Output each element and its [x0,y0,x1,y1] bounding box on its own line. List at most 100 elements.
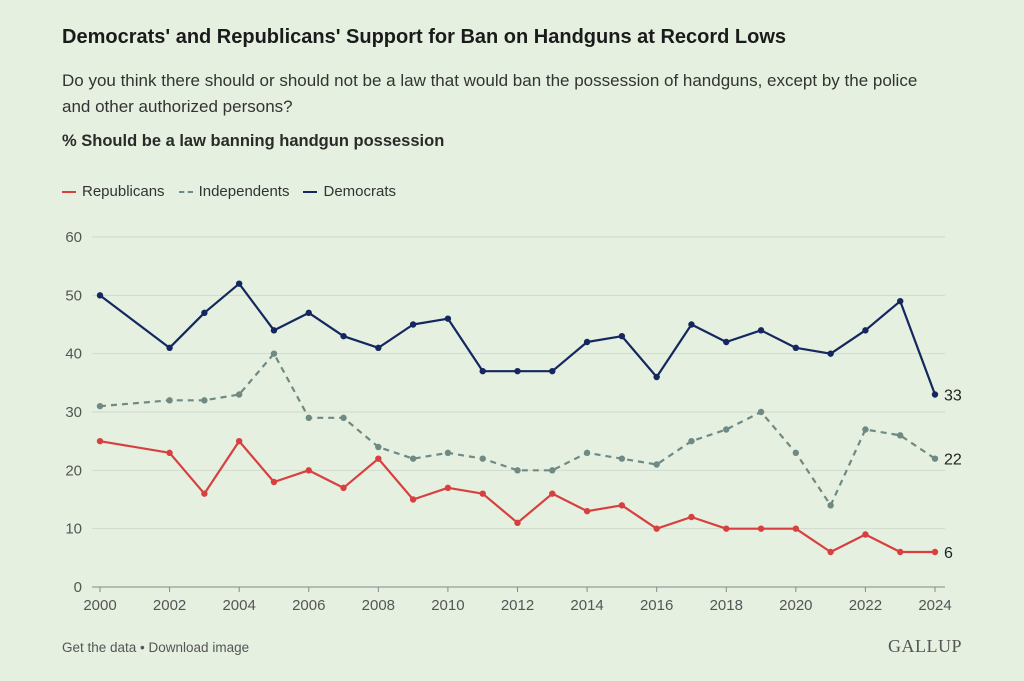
data-point [827,502,834,509]
x-tick-label: 2014 [570,597,603,614]
data-point [897,548,904,556]
data-point [270,350,278,357]
y-tick-label: 50 [65,287,82,304]
data-point [549,467,556,474]
footer-links[interactable]: Get the data • Download image [62,640,250,655]
x-tick-label: 2016 [640,597,673,614]
series-line-republicans [99,440,935,554]
data-point [688,321,695,328]
data-point [409,496,417,503]
x-tick-label: 2012 [501,597,534,614]
data-point [479,367,486,375]
legend-label: Democrats [323,183,397,200]
legend-item-independents: Independents [178,183,290,200]
data-point [514,519,521,527]
data-point [862,531,869,538]
data-point [583,449,591,457]
data-point [827,350,834,357]
legend-item-democrats: Democrats [303,183,396,200]
y-tick-label: 30 [65,404,82,421]
x-tick-label: 2020 [779,597,812,614]
chart-title: Democrats' and Republicans' Support for … [62,26,787,48]
data-point [305,309,312,317]
data-point [723,338,730,346]
gallup-logo: GALLUP [888,636,962,656]
data-point [96,437,104,445]
data-point [375,344,382,352]
data-point [757,327,765,334]
legend-swatch-republicans [62,190,76,193]
data-point [96,292,104,299]
data-point [235,280,243,287]
data-point [514,467,521,474]
x-tick-label: 2006 [292,597,325,614]
data-point [201,309,208,317]
data-point [444,449,452,457]
data-point [444,484,452,492]
y-tick-label: 40 [65,346,82,363]
data-point [618,455,626,462]
data-point [723,426,730,433]
data-point [653,525,660,532]
data-point [409,321,417,328]
data-point [166,397,173,404]
legend-swatch-democrats [303,190,318,193]
data-point [235,391,243,398]
data-point [549,367,556,375]
data-point [653,461,660,468]
data-point [757,408,765,416]
data-point [862,327,869,334]
data-point [166,449,173,457]
end-label: 6 [944,545,953,562]
legend-label: Independents [198,183,290,200]
data-point [897,297,904,305]
y-tick-label: 10 [65,521,82,538]
data-point [792,449,800,457]
legend-swatch-independents [178,190,193,193]
x-tick-label: 2024 [918,597,951,614]
data-point [444,315,452,322]
data-point [688,437,695,445]
y-tick-label: 0 [74,579,82,596]
end-label: 22 [944,452,962,469]
data-point [96,402,104,410]
data-point [166,344,173,352]
data-point [792,525,800,532]
data-point [931,455,939,462]
data-point [305,414,312,422]
series-line-independents [99,352,936,507]
data-point [583,338,591,346]
legend-label: Republicans [82,183,165,200]
data-point [618,332,626,340]
data-point [479,490,486,497]
legend: Republicans Independents Democrats [62,183,396,200]
data-point [514,367,521,375]
data-point [723,525,730,532]
data-point [375,455,382,462]
data-point [270,327,278,334]
data-point [862,426,869,433]
x-tick-label: 2018 [710,597,743,614]
data-point [757,525,765,532]
y-tick-label: 60 [65,229,82,246]
data-point [340,414,347,422]
series-line-democrats [99,282,937,395]
x-tick-label: 2010 [431,597,464,614]
data-point [827,548,834,556]
chart-subtitle: Do you think there should or should not … [62,71,918,116]
data-point [201,397,208,404]
x-tick-label: 2002 [153,597,186,614]
y-tick-label: 20 [65,462,82,479]
x-tick-label: 2004 [222,597,255,614]
data-point [688,513,695,521]
legend-item-republicans: Republicans [62,183,165,200]
data-point [653,373,660,381]
x-tick-label: 2022 [849,597,882,614]
y-axis-label: % Should be a law banning handgun posses… [62,132,445,150]
data-point [409,455,417,462]
data-point [931,548,939,556]
data-point [618,502,626,509]
data-point [792,344,800,352]
data-point [931,391,939,398]
